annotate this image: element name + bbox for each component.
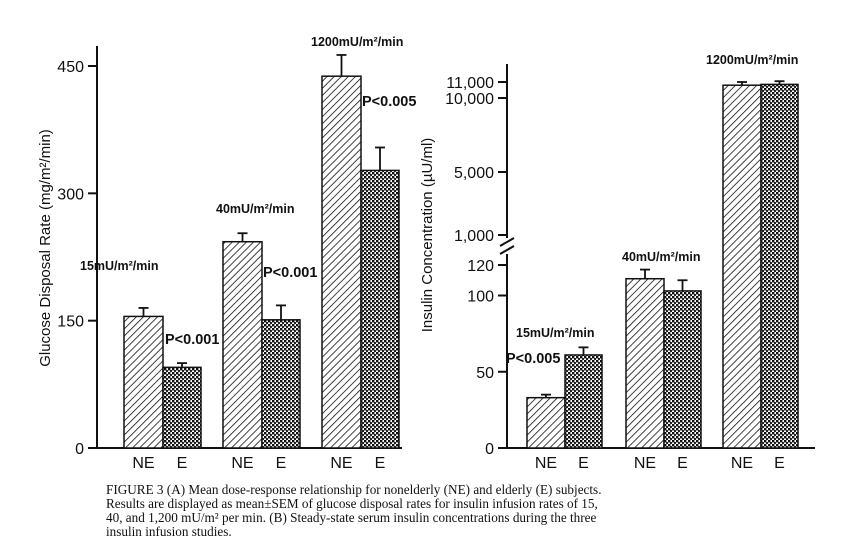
x-tick-label: NE <box>231 455 253 472</box>
y-tick-label: 50 <box>476 365 494 382</box>
y-tick-label: 100 <box>467 289 494 306</box>
dose-group: NE E 15mU/m²/min P<0.001 <box>80 259 219 472</box>
bar-ne <box>321 75 362 449</box>
bar-e <box>162 366 202 449</box>
dose-label: 15mU/m²/min <box>516 326 595 340</box>
x-tick-label: E <box>774 455 785 472</box>
dose-label: 1200mU/m²/min <box>706 53 798 67</box>
dose-group: NE E 40mU/m²/min <box>622 250 702 472</box>
dose-group: NE E 40mU/m²/min P<0.001 <box>216 202 317 472</box>
y-tick-label: 10,000 <box>445 91 494 108</box>
dose-label: 1200mU/m²/min <box>311 35 403 49</box>
x-tick-label: NE <box>634 455 656 472</box>
caption-line: Results are displayed as mean±SEM of glu… <box>106 496 598 511</box>
p-value-label: P<0.005 <box>506 351 560 367</box>
caption-line: FIGURE 3 (A) Mean dose-response relation… <box>106 482 602 497</box>
bar-ne <box>625 277 665 449</box>
x-tick-label: E <box>276 455 287 472</box>
y-tick-label: 5,000 <box>454 165 494 182</box>
y-tick-label: 11,000 <box>446 75 494 92</box>
x-tick-label: E <box>677 455 688 472</box>
x-tick-label: NE <box>535 455 557 472</box>
dose-label: 15mU/m²/min <box>80 259 159 273</box>
dose-group: NE E 1200mU/m²/min <box>706 53 799 472</box>
x-tick-label: NE <box>330 455 352 472</box>
y-tick-label: 0 <box>485 441 494 458</box>
bar-e <box>760 83 799 449</box>
bar-ne <box>222 240 263 449</box>
y-tick-label: 1,000 <box>454 228 494 245</box>
y-tick-label: 150 <box>57 314 84 331</box>
x-tick-label: E <box>375 455 386 472</box>
caption-line: 40, and 1,200 mU/m² per min. (B) Steady-… <box>106 510 597 525</box>
bar-ne <box>722 84 762 449</box>
dose-group: NE E 1200mU/m²/min P<0.005 <box>311 35 416 472</box>
bar-e <box>564 354 603 449</box>
y-tick-label: 300 <box>57 186 84 203</box>
x-tick-label: NE <box>132 455 154 472</box>
figure-caption: FIGURE 3 (A) Mean dose-response relation… <box>106 483 806 539</box>
panel-b-bars: NE E 15mU/m²/min P<0.005 NE E 40mU/m²/min NE E 12… <box>506 53 799 472</box>
y-tick-label: 450 <box>57 59 84 76</box>
bar-ne <box>123 315 164 449</box>
panel-a-y-ticks: 0 150 300 450 <box>57 59 97 458</box>
bar-e <box>663 290 702 449</box>
y-tick-label: 0 <box>75 441 84 458</box>
bar-ne <box>526 396 566 449</box>
bar-e <box>360 169 400 449</box>
panel-b-y-axis-label: Insulin Concentration (µU/ml) <box>419 138 436 333</box>
dose-group: NE E 15mU/m²/min P<0.005 <box>506 326 603 472</box>
x-tick-label: E <box>578 455 589 472</box>
x-tick-label: NE <box>731 455 753 472</box>
y-tick-label: 120 <box>467 258 494 275</box>
p-value-label: P<0.001 <box>263 265 317 281</box>
panel-a-y-axis-label: Glucose Disposal Rate (mg/m²/min) <box>37 129 54 367</box>
dose-label: 40mU/m²/min <box>622 250 701 264</box>
p-value-label: P<0.005 <box>362 94 416 110</box>
dose-label: 40mU/m²/min <box>216 202 295 216</box>
panel-a-bars: NE E 15mU/m²/min P<0.001 NE E 40mU/m²/min P<0.0… <box>80 35 416 472</box>
x-tick-label: E <box>177 455 188 472</box>
bar-e <box>261 319 301 449</box>
p-value-label: P<0.001 <box>165 332 219 348</box>
caption-line: insulin infusion studies. <box>106 524 232 539</box>
